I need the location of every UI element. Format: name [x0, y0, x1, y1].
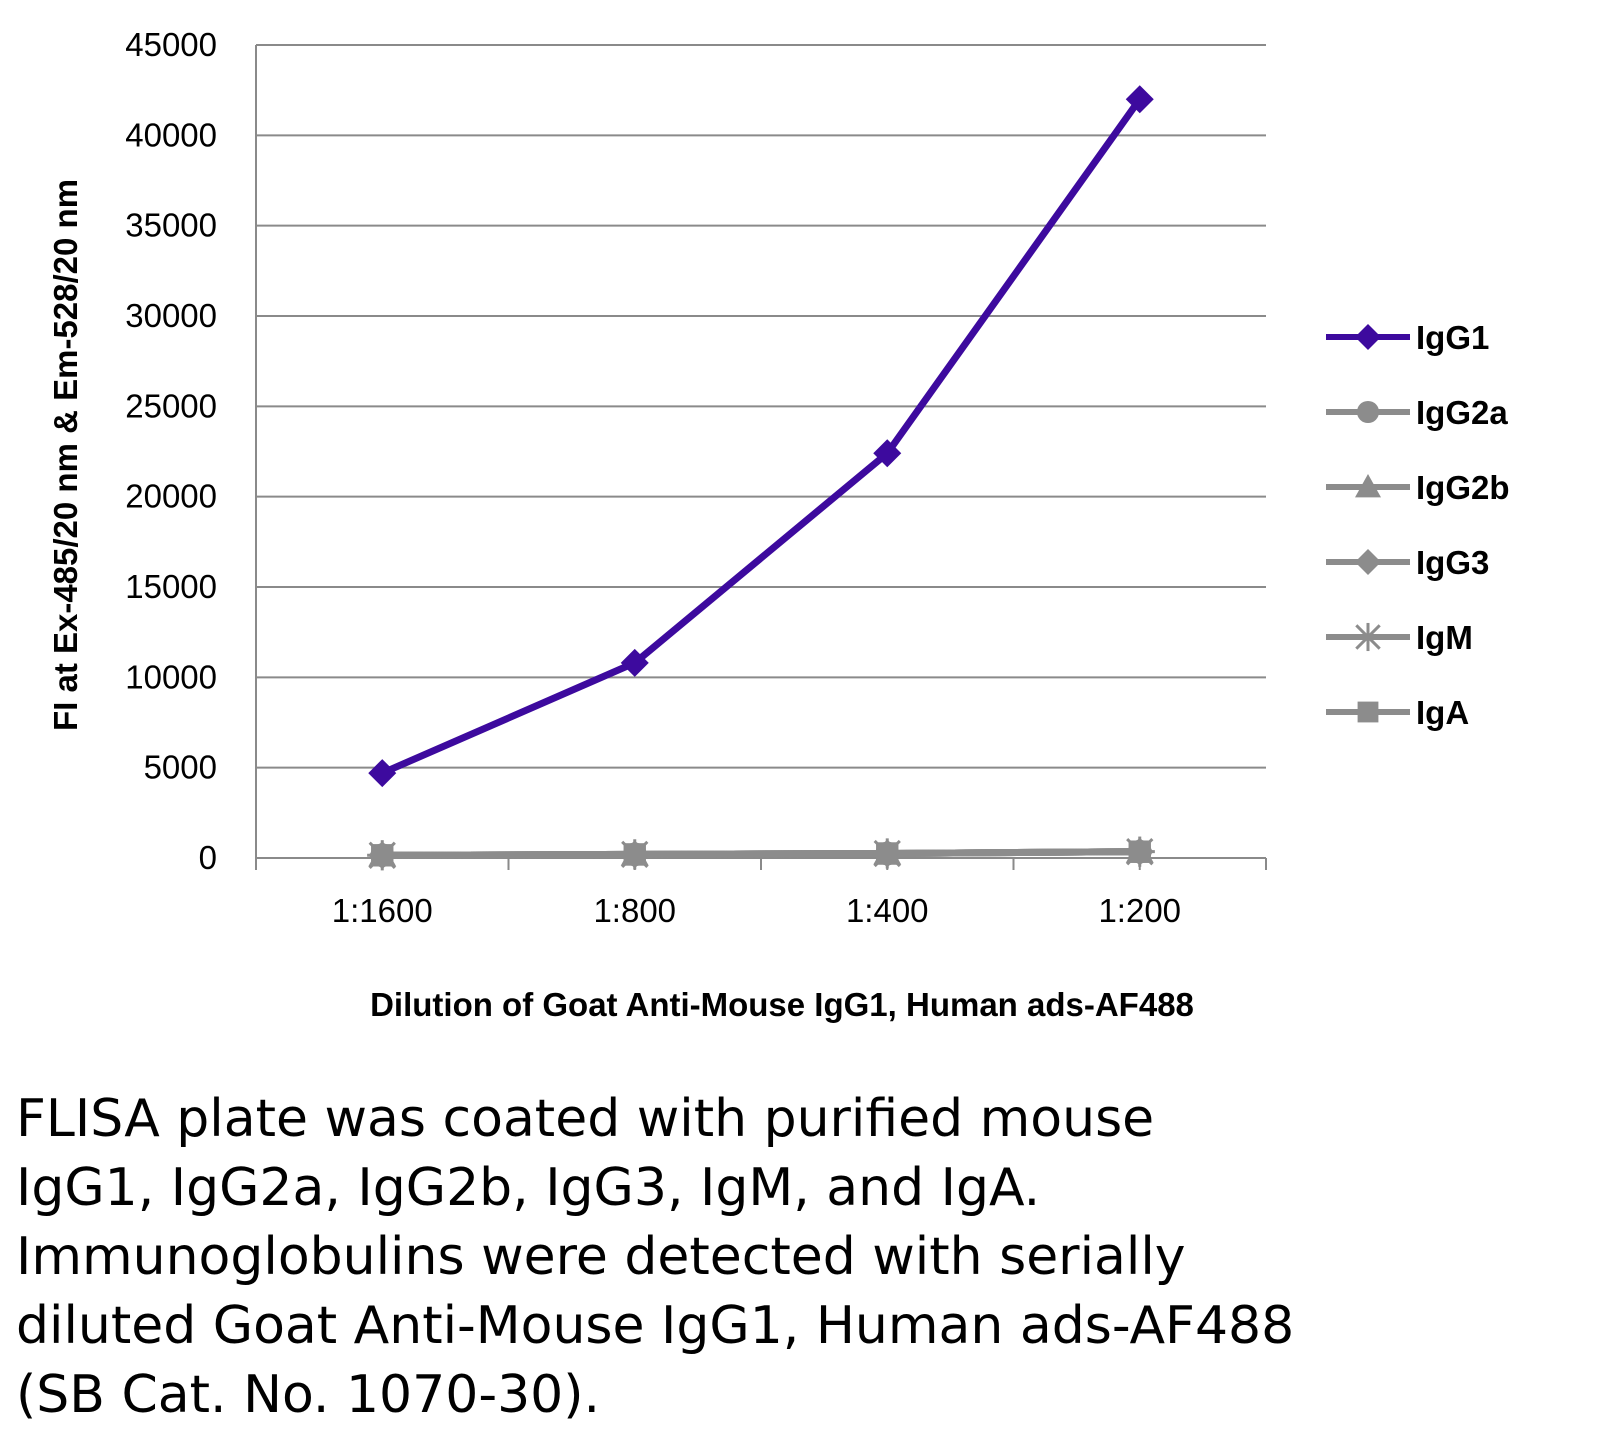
caption-line: IgG1, IgG2a, IgG2b, IgG3, IgM, and IgA.	[16, 1158, 1041, 1218]
legend-label: IgG1	[1416, 319, 1489, 356]
data-point	[370, 843, 395, 868]
y-tick-label: 15000	[125, 568, 217, 605]
caption-line: (SB Cat. No. 1070-30).	[16, 1365, 601, 1425]
y-tick-label: 25000	[125, 387, 217, 424]
y-tick-label: 45000	[125, 26, 217, 63]
data-point	[873, 439, 902, 468]
y-tick-label: 0	[199, 839, 217, 876]
data-point	[368, 759, 397, 788]
legend-label: IgG3	[1416, 544, 1489, 581]
y-tick-label: 35000	[125, 207, 217, 244]
y-tick-label: 40000	[125, 116, 217, 153]
legend-marker	[1355, 474, 1381, 498]
caption-line: Immunoglobulins were detected with seria…	[16, 1227, 1186, 1287]
figure-caption: FLISA plate was coated with purified mou…	[16, 1085, 1576, 1430]
legend-entry: IgG3	[1326, 544, 1489, 581]
series-lines	[367, 85, 1155, 871]
legend-marker	[1355, 324, 1381, 350]
y-tick-label: 5000	[144, 749, 217, 786]
legend-marker	[1355, 549, 1381, 575]
legend-marker	[1357, 701, 1379, 723]
legend: IgG1 IgG2a IgG2b IgG3 IgM IgA	[1326, 319, 1510, 731]
y-tick-label: 10000	[125, 658, 217, 695]
x-tick-label: 1:400	[846, 892, 929, 929]
legend-entry: IgA	[1326, 694, 1469, 731]
series-igg2a	[370, 839, 1152, 868]
legend-entry: IgM	[1326, 619, 1473, 656]
x-axis-title: Dilution of Goat Anti-Mouse IgG1, Human …	[370, 986, 1194, 1023]
legend-entry: IgG1	[1326, 319, 1489, 356]
legend-label: IgG2a	[1416, 394, 1508, 431]
legend-entry: IgG2a	[1326, 394, 1508, 431]
x-tick-label: 1:1600	[332, 892, 433, 929]
y-axis-title: FI at Ex-485/20 nm & Em-528/20 nm	[47, 179, 84, 731]
data-point	[622, 842, 647, 867]
x-tick-labels: 1:1600 1:800 1:400 1:200	[332, 892, 1181, 929]
axes	[255, 45, 1267, 870]
series-line	[380, 97, 1143, 777]
data-point	[1127, 839, 1152, 864]
data-point	[620, 648, 649, 677]
series-line	[382, 848, 1140, 859]
data-point	[875, 841, 900, 866]
legend-label: IgA	[1416, 694, 1469, 731]
legend-marker	[1353, 622, 1383, 652]
y-tick-label: 30000	[125, 297, 217, 334]
y-tick-labels: 0 5000 10000 15000 20000 25000 30000 35000 40000…	[125, 26, 217, 876]
legend-marker	[1356, 400, 1380, 424]
data-point	[1125, 85, 1154, 114]
x-tick-label: 1:800	[593, 892, 676, 929]
x-tick-label: 1:200	[1098, 892, 1181, 929]
gridlines	[256, 44, 1266, 769]
legend-label: IgG2b	[1416, 469, 1510, 506]
legend-entry: IgG2b	[1326, 469, 1510, 506]
line-chart: 0 5000 10000 15000 20000 25000 30000 35000 40000…	[47, 26, 1510, 1023]
legend-label: IgM	[1416, 619, 1473, 656]
caption-line: diluted Goat Anti-Mouse IgG1, Human ads-…	[16, 1296, 1295, 1356]
y-tick-label: 20000	[125, 478, 217, 515]
series-igg1	[368, 85, 1154, 788]
caption-line: FLISA plate was coated with purified mou…	[16, 1089, 1155, 1149]
